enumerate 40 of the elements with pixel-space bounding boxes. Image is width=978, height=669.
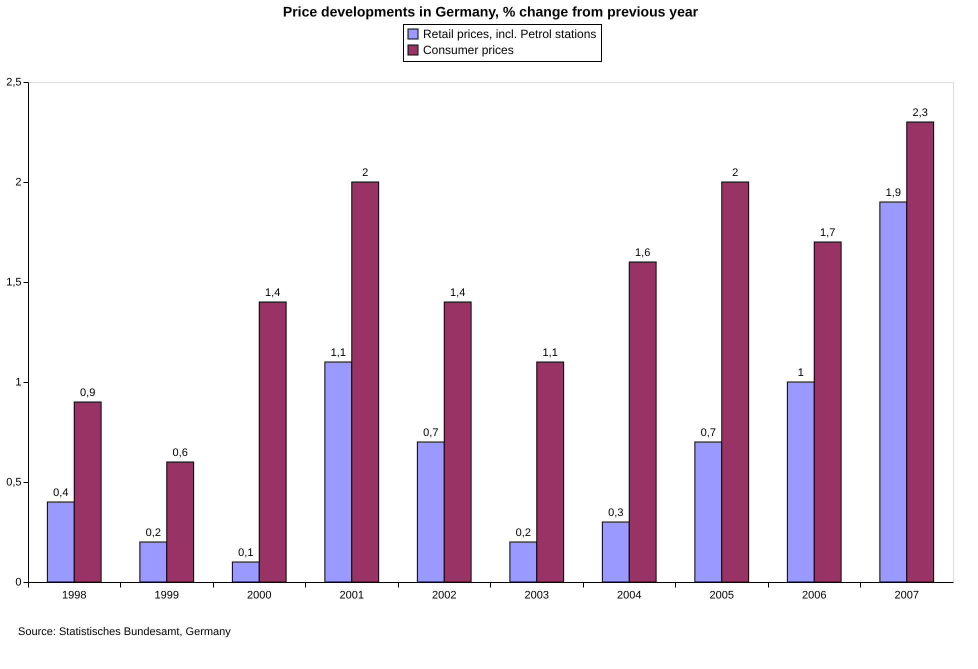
data-label: 0,6 <box>172 447 188 459</box>
y-tick-label: 2 <box>15 176 22 188</box>
data-label: 1,7 <box>820 227 836 239</box>
x-tick-label: 1998 <box>62 590 86 602</box>
x-tick-label: 2007 <box>894 590 919 602</box>
x-tick-label: 2006 <box>802 590 826 602</box>
data-label: 0,1 <box>238 547 254 559</box>
data-label: 2 <box>362 167 368 179</box>
x-tick-label: 2003 <box>524 590 549 602</box>
data-label: 1,1 <box>330 347 346 359</box>
x-tick-label: 2005 <box>710 590 734 602</box>
x-tick-label: 2004 <box>617 590 642 602</box>
legend-label: Retail prices, incl. Petrol stations <box>423 27 596 41</box>
data-label: 1,4 <box>450 287 466 299</box>
x-tick-label: 2002 <box>432 590 456 602</box>
y-tick-label: 1 <box>15 376 22 388</box>
data-label: 0,7 <box>700 427 716 439</box>
data-label: 0,2 <box>516 527 531 539</box>
data-label: 0,3 <box>608 507 624 519</box>
y-tick-label: 0 <box>15 576 22 588</box>
data-label: 0,9 <box>80 387 96 399</box>
y-tick-label: 0,5 <box>6 476 22 488</box>
data-label: 1 <box>798 367 804 379</box>
x-tick-label: 2000 <box>247 590 272 602</box>
source-note: Source: Statistisches Bundesamt, Germany <box>18 626 232 638</box>
data-label: 1,6 <box>635 247 650 259</box>
data-label: 2,3 <box>912 107 928 119</box>
data-label: 0,2 <box>146 527 161 539</box>
legend-label: Consumer prices <box>423 43 514 57</box>
y-tick-label: 1,5 <box>6 276 22 288</box>
data-label: 2 <box>732 167 738 179</box>
data-label: 1,9 <box>886 187 901 199</box>
x-tick-label: 2001 <box>340 590 364 602</box>
chart-title: Price developments in Germany, % change from previous year <box>282 4 699 20</box>
data-label: 1,4 <box>265 287 280 299</box>
x-tick-label: 1999 <box>154 590 179 602</box>
data-label: 1,1 <box>542 347 558 359</box>
y-tick-label: 2,5 <box>6 76 22 88</box>
data-label: 0,4 <box>53 487 68 499</box>
data-label: 0,7 <box>423 427 438 439</box>
